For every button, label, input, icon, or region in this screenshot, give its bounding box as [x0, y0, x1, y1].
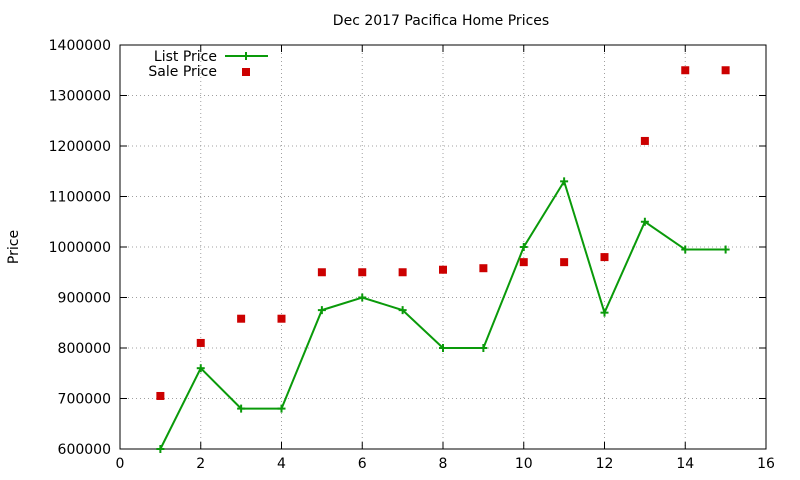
x-tick-label: 4	[277, 456, 286, 472]
y-tick-label: 1000000	[49, 240, 111, 256]
list-price-point	[277, 404, 286, 413]
sale-price-point	[358, 268, 367, 277]
sale-price-point	[721, 66, 730, 75]
sale-price-point	[600, 253, 609, 262]
list-price-point	[600, 308, 609, 317]
list-price-point	[156, 445, 165, 453]
sale-price-point	[681, 66, 690, 75]
list-price-point	[398, 306, 407, 315]
y-axis-label: Price	[6, 230, 22, 264]
y-tick-label: 1400000	[49, 38, 111, 54]
sale-price-point	[640, 136, 649, 145]
y-tick-label: 700000	[58, 392, 111, 408]
list-price-point	[358, 293, 367, 302]
x-tick-label: 14	[676, 456, 694, 472]
axes: 0 2 4 6 8 10 12 14 16 600000 700000 800000 900000 100…	[49, 38, 775, 472]
list-price-point	[317, 306, 326, 315]
x-tick-label: 6	[358, 456, 367, 472]
list-price-point	[640, 217, 649, 226]
sale-price-point	[479, 264, 488, 273]
legend-label-list-price: List Price	[154, 49, 217, 65]
y-tick-label: 1200000	[49, 139, 111, 155]
sale-price-point	[277, 314, 286, 323]
y-tick-label: 900000	[58, 291, 111, 307]
legend-marker-list-price	[242, 52, 250, 60]
x-tick-label: 10	[515, 456, 533, 472]
list-price-point	[560, 177, 569, 186]
x-tick-label: 12	[596, 456, 614, 472]
x-tick-label: 0	[116, 456, 125, 472]
sale-price-point	[560, 258, 569, 267]
list-price-point	[196, 364, 205, 373]
legend-swatch-sale-price	[242, 68, 250, 76]
legend-label-sale-price: Sale Price	[148, 64, 217, 80]
sale-price-point	[196, 338, 205, 347]
grid-lines	[120, 45, 766, 449]
x-tick-label: 2	[196, 456, 205, 472]
list-price-point	[721, 245, 730, 254]
chart-title: Dec 2017 Pacifica Home Prices	[333, 13, 549, 29]
list-price-point	[681, 245, 690, 254]
sale-price-point	[237, 314, 246, 323]
list-price-point	[519, 243, 528, 251]
sale-price-point	[398, 268, 407, 277]
sale-price-point	[156, 391, 165, 400]
y-tick-label: 1300000	[49, 89, 111, 105]
data-series	[156, 66, 730, 453]
y-tick-label: 600000	[58, 442, 111, 458]
sale-price-point	[439, 265, 447, 274]
list-price-point	[237, 404, 246, 413]
y-tick-label: 800000	[58, 341, 111, 357]
list-price-point	[479, 344, 488, 352]
sale-price-point	[519, 258, 528, 267]
x-tick-label: 8	[439, 456, 448, 472]
sale-price-point	[317, 268, 326, 277]
x-tick-label: 16	[757, 456, 775, 472]
y-tick-label: 1100000	[49, 190, 111, 206]
list-price-point	[439, 344, 447, 352]
